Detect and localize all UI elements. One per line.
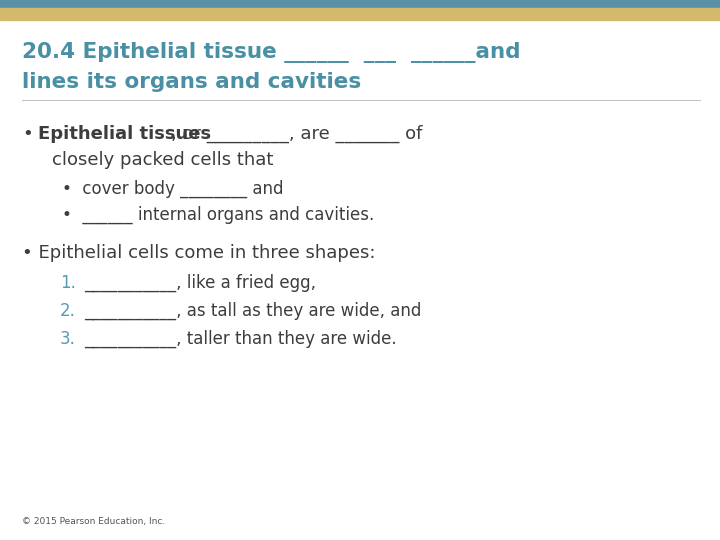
Text: ___________, as tall as they are wide, and: ___________, as tall as they are wide, a…	[84, 302, 421, 320]
Text: closely packed cells that: closely packed cells that	[52, 151, 274, 169]
Bar	[0, 0, 720, 8]
Text: © 2015 Pearson Education, Inc.: © 2015 Pearson Education, Inc.	[22, 517, 166, 526]
Text: 1.: 1.	[60, 274, 76, 292]
Text: 20.4 Epithelial tissue ______  ___  ______and: 20.4 Epithelial tissue ______ ___ ______…	[22, 42, 521, 63]
Text: Epithelial tissues: Epithelial tissues	[38, 125, 211, 143]
Text: 2.: 2.	[60, 302, 76, 320]
Text: lines its organs and cavities: lines its organs and cavities	[22, 72, 361, 92]
Text: ___________, like a fried egg,: ___________, like a fried egg,	[84, 274, 316, 292]
Text: , or _________, are _______ of: , or _________, are _______ of	[171, 125, 423, 143]
Text: • Epithelial cells come in three shapes:: • Epithelial cells come in three shapes:	[22, 244, 376, 262]
Text: ___________, taller than they are wide.: ___________, taller than they are wide.	[84, 330, 397, 348]
Text: •  cover body ________ and: • cover body ________ and	[62, 180, 284, 198]
Text: •: •	[22, 125, 32, 143]
Text: 3.: 3.	[60, 330, 76, 348]
Text: •  ______ internal organs and cavities.: • ______ internal organs and cavities.	[62, 206, 374, 224]
Bar	[0, 8, 720, 20]
